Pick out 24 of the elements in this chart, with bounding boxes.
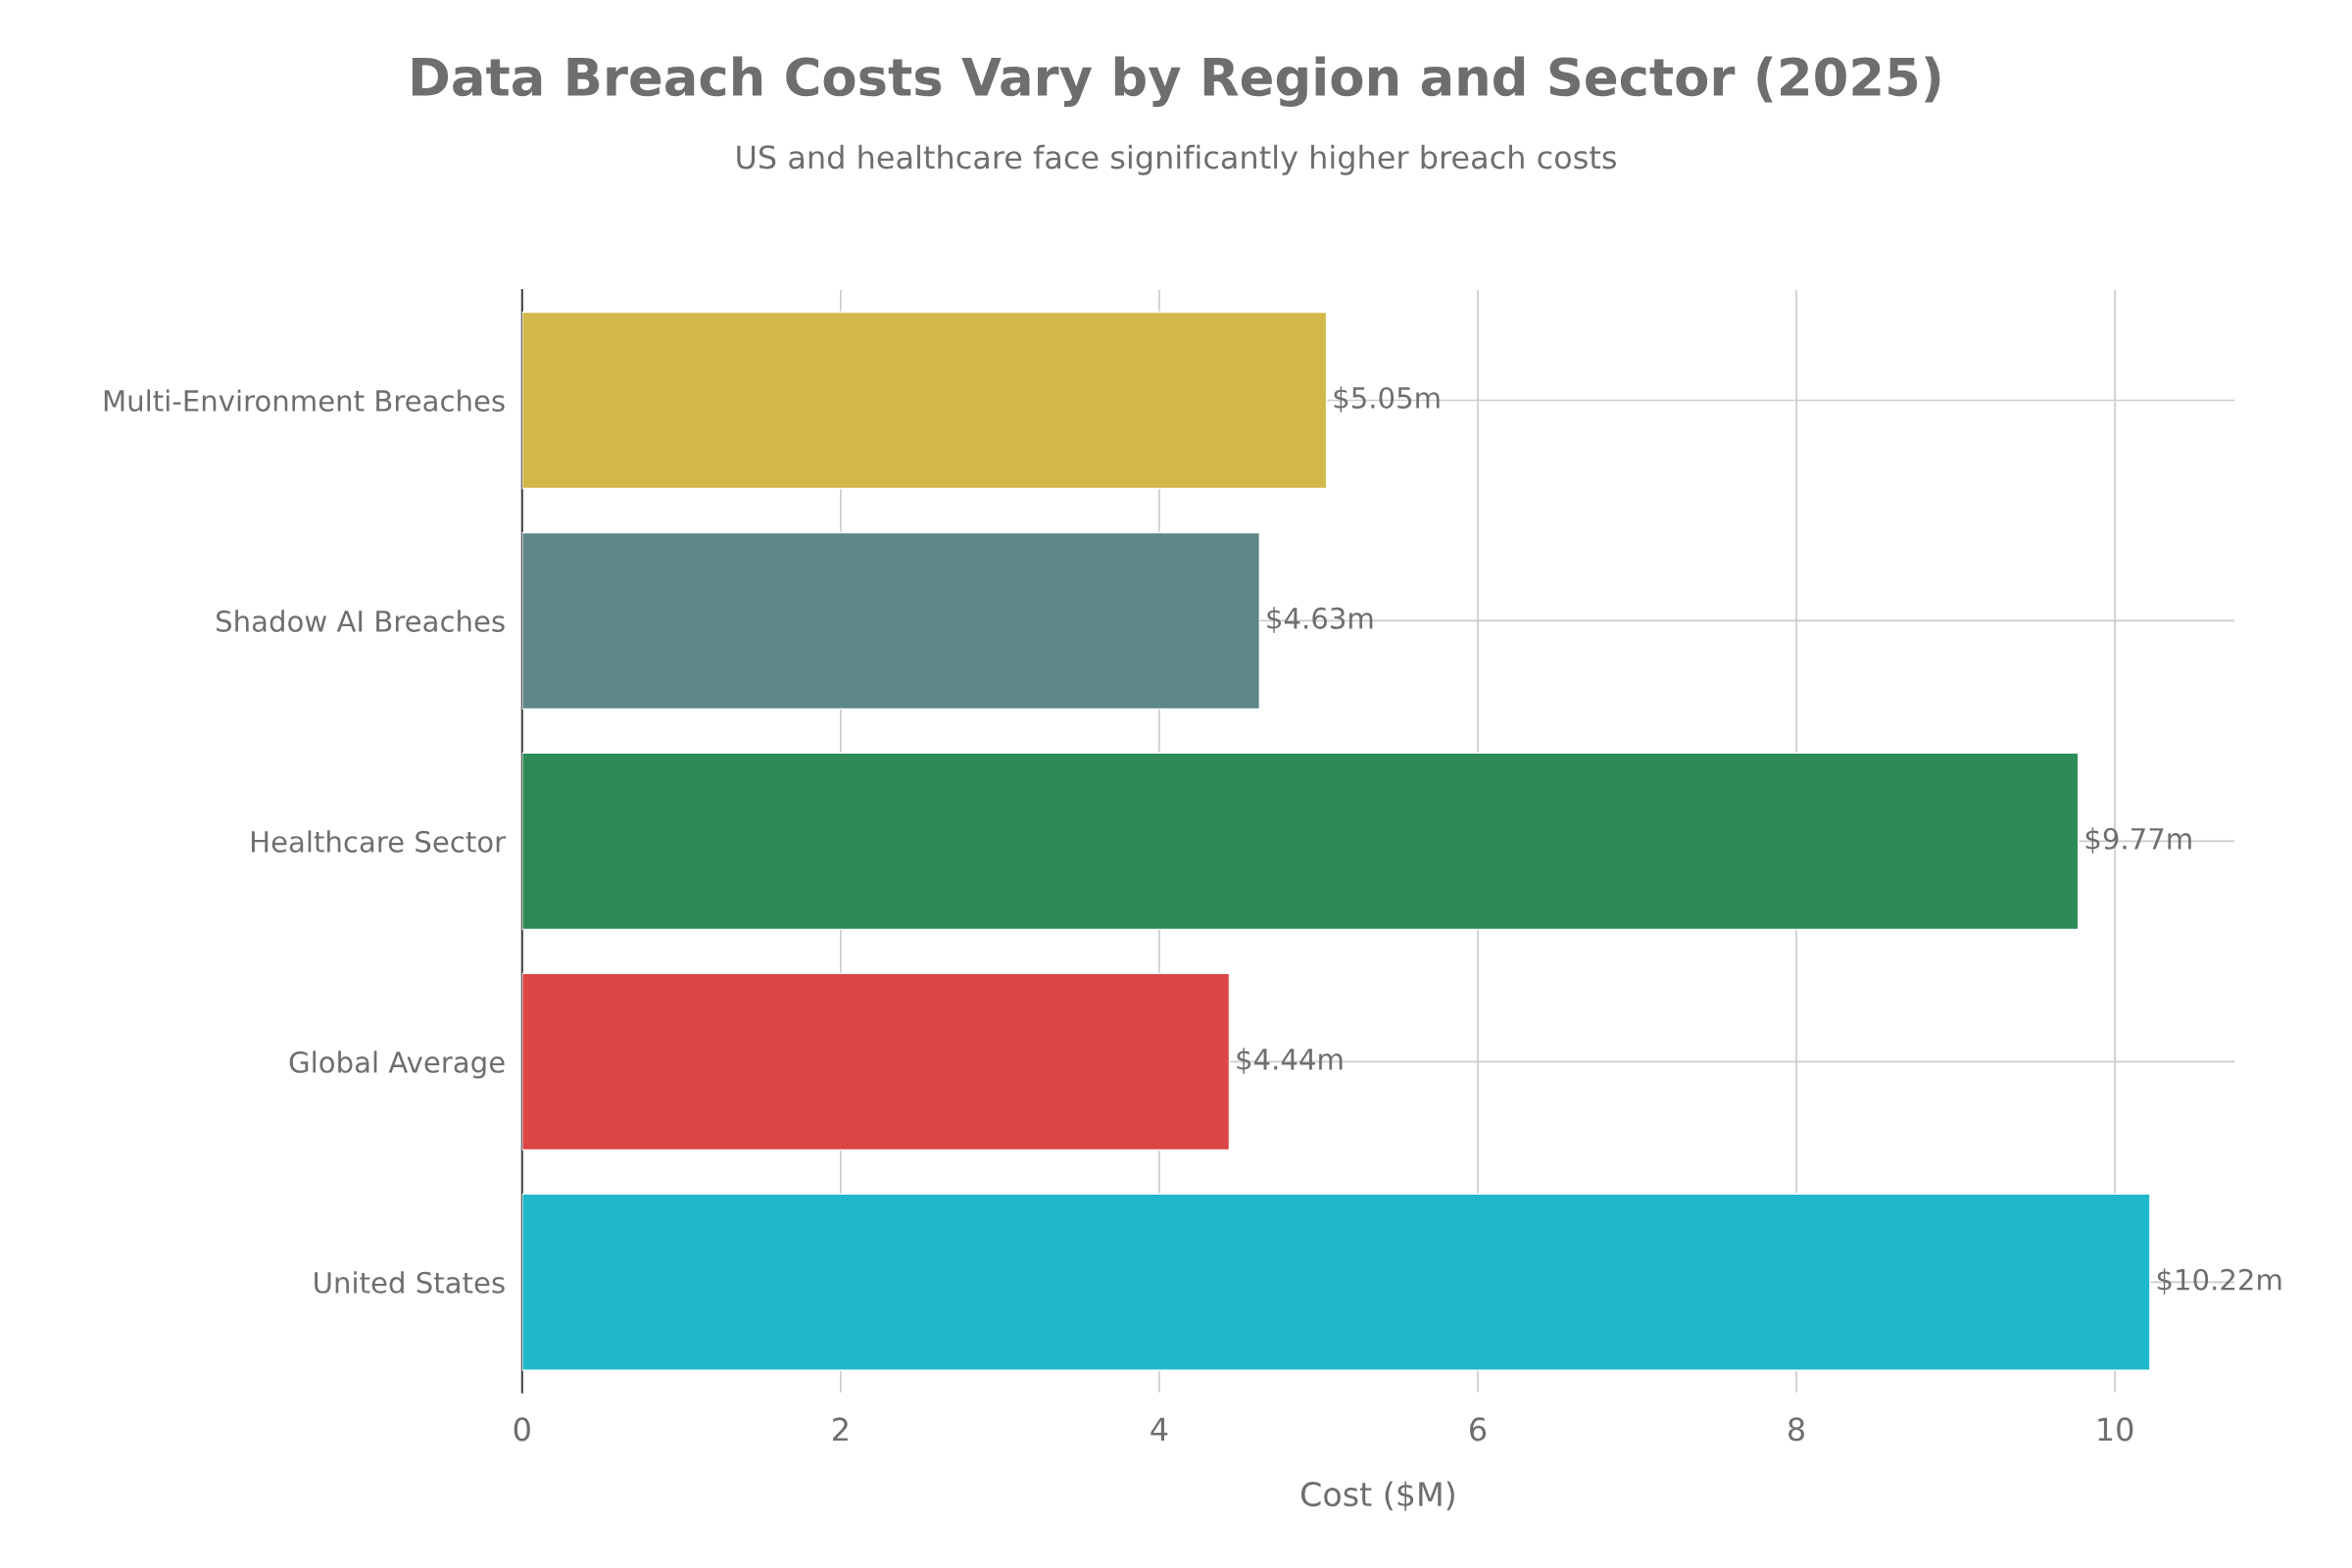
data-label: $4.63m xyxy=(1267,607,1373,633)
data-label: $5.05m xyxy=(1334,386,1440,413)
x-tick-label: 0 xyxy=(514,1417,530,1442)
data-label: $9.77m xyxy=(2085,827,2191,854)
y-tick-label: United States xyxy=(315,1271,505,1294)
bar xyxy=(521,1193,2151,1371)
y-tick-label: Shadow AI Breaches xyxy=(217,610,505,632)
bar xyxy=(521,311,1328,490)
y-tick-label: Global Average xyxy=(289,1051,505,1079)
y-tick-label: Healthcare Sector xyxy=(251,830,507,853)
x-tick-label: 4 xyxy=(1151,1417,1168,1442)
data-label: $4.44m xyxy=(1237,1048,1343,1074)
x-tick-label: 6 xyxy=(1470,1417,1487,1442)
bar xyxy=(521,972,1231,1152)
bar xyxy=(521,752,2080,931)
x-tick-label: 2 xyxy=(833,1417,848,1442)
x-tick-label: 10 xyxy=(2098,1417,2133,1442)
data-label: $10.22m xyxy=(2157,1268,2281,1295)
bar xyxy=(521,531,1261,710)
y-tick-label: Multi-Environment Breaches xyxy=(104,389,505,412)
x-tick-label: 8 xyxy=(1788,1417,1805,1442)
chart-subtitle: US and healthcare face significantly higher breach costs xyxy=(737,144,1616,175)
x-axis-title: Cost ($M) xyxy=(1300,1481,1454,1511)
chart-title: Data Breach Costs Vary by Region and Sector (2025) xyxy=(412,56,1940,107)
